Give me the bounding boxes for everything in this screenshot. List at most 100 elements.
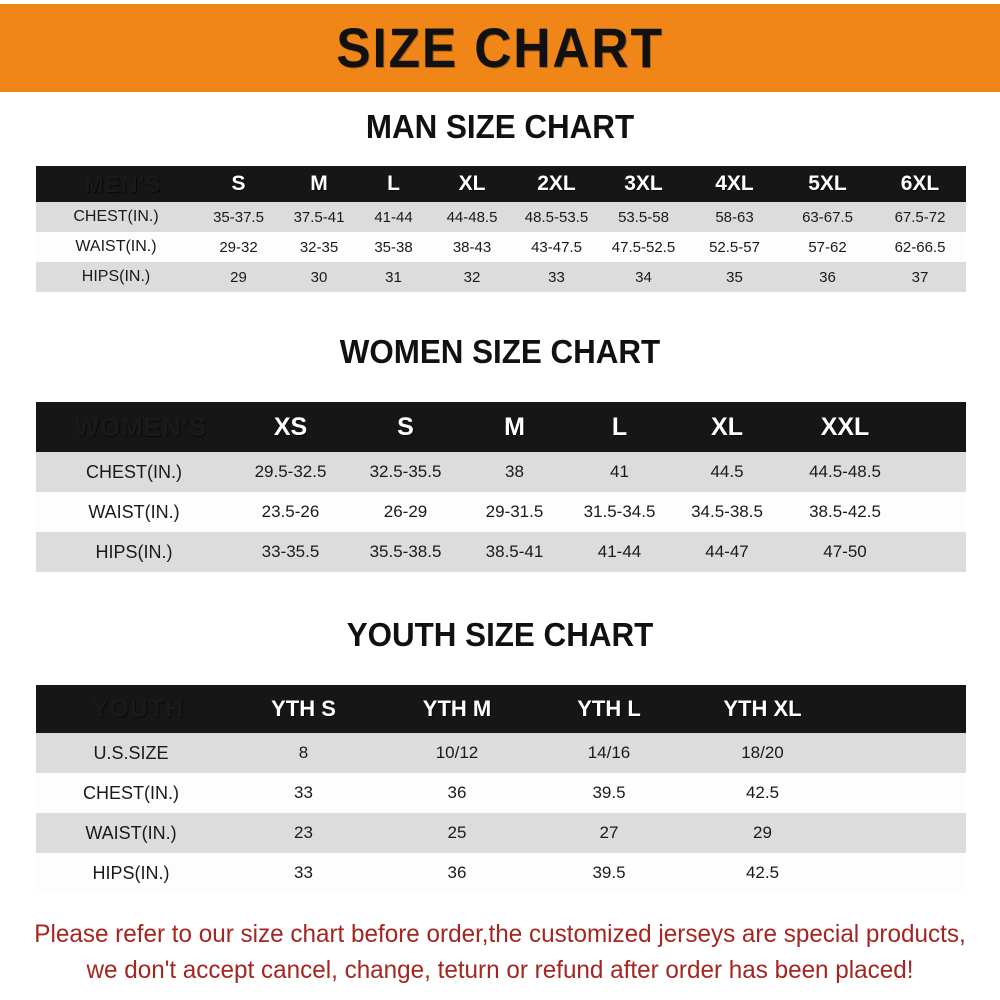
men-measurement-cell: 52.5-57 — [688, 232, 781, 262]
youth-header-label: YOUTH — [36, 685, 226, 733]
youth-empty-cell — [840, 733, 966, 773]
women-column-header: M — [462, 402, 567, 452]
youth-size-table: YOUTH YTH S YTH M YTH L YTH XL U.S.SIZE 8 10/12… — [36, 685, 966, 893]
youth-measurement-cell: 27 — [533, 813, 685, 853]
women-measurement-cell: 34.5-38.5 — [672, 492, 782, 532]
women-size-table: WOMEN'S XS S M L XL XXL CHEST(IN.) 29.5-32.5 32.5… — [36, 402, 966, 572]
table-row: CHEST(IN.) 35-37.5 37.5-41 41-44 44-48.5 48.5… — [36, 202, 966, 232]
youth-measurement-cell: 42.5 — [685, 773, 840, 813]
women-measurement-cell: 41 — [567, 452, 672, 492]
men-measurement-cell: 33 — [514, 262, 599, 292]
table-row: HIPS(IN.) 29 30 31 32 33 34 35 36 37 — [36, 262, 966, 292]
men-column-header: M — [281, 166, 357, 202]
men-measurement-cell: 47.5-52.5 — [599, 232, 688, 262]
page-banner: SIZE CHART — [0, 4, 1000, 92]
men-column-header: 2XL — [514, 166, 599, 202]
women-measurement-cell: 26-29 — [349, 492, 462, 532]
women-measurement-cell: 47-50 — [782, 532, 908, 572]
table-row: CHEST(IN.) 29.5-32.5 32.5-35.5 38 41 44.5 44.5… — [36, 452, 966, 492]
youth-measurement-cell: 10/12 — [381, 733, 533, 773]
women-column-header: XL — [672, 402, 782, 452]
men-measurement-cell: 35-38 — [357, 232, 430, 262]
youth-measurement-cell: 36 — [381, 773, 533, 813]
men-measurement-cell: 67.5-72 — [874, 202, 966, 232]
women-measurement-cell: 44-47 — [672, 532, 782, 572]
men-measurement-cell: 44-48.5 — [430, 202, 514, 232]
women-measurement-cell: 38.5-42.5 — [782, 492, 908, 532]
men-row-label: WAIST(IN.) — [36, 232, 196, 262]
women-measurement-cell: 32.5-35.5 — [349, 452, 462, 492]
men-measurement-cell: 37.5-41 — [281, 202, 357, 232]
youth-measurement-cell: 23 — [226, 813, 381, 853]
page-title: SIZE CHART — [336, 16, 664, 79]
youth-empty-cell — [840, 813, 966, 853]
men-column-header: 3XL — [599, 166, 688, 202]
men-measurement-cell: 41-44 — [357, 202, 430, 232]
men-measurement-cell: 63-67.5 — [781, 202, 874, 232]
women-column-header: XS — [232, 402, 349, 452]
men-measurement-cell: 43-47.5 — [514, 232, 599, 262]
women-measurement-cell: 38 — [462, 452, 567, 492]
women-measurement-cell: 35.5-38.5 — [349, 532, 462, 572]
table-row: WAIST(IN.) 29-32 32-35 35-38 38-43 43-47.5 47.… — [36, 232, 966, 262]
youth-measurement-cell: 29 — [685, 813, 840, 853]
youth-column-header: YTH XL — [685, 685, 840, 733]
women-measurement-cell: 38.5-41 — [462, 532, 567, 572]
youth-measurement-cell: 18/20 — [685, 733, 840, 773]
table-row: WAIST(IN.) 23.5-26 26-29 29-31.5 31.5-34.5 34… — [36, 492, 966, 532]
men-measurement-cell: 29 — [196, 262, 281, 292]
men-row-label: CHEST(IN.) — [36, 202, 196, 232]
men-section-title: MAN SIZE CHART — [365, 108, 635, 145]
footer-note-line-2: we don't accept cancel, change, teturn o… — [86, 956, 914, 984]
women-measurement-cell: 31.5-34.5 — [567, 492, 672, 532]
women-measurement-cell: 29-31.5 — [462, 492, 567, 532]
youth-row-label: HIPS(IN.) — [36, 853, 226, 893]
men-size-table: MEN'S S M L XL 2XL 3XL 4XL 5XL 6XL CHEST(IN.) 35-37… — [36, 166, 966, 292]
men-measurement-cell: 36 — [781, 262, 874, 292]
men-header-label: MEN'S — [36, 166, 196, 202]
men-measurement-cell: 35-37.5 — [196, 202, 281, 232]
men-column-header: 4XL — [688, 166, 781, 202]
men-column-header: S — [196, 166, 281, 202]
footer-note-line-1: Please refer to our size chart before or… — [34, 920, 966, 948]
youth-section-title: YOUTH SIZE CHART — [346, 616, 654, 653]
women-row-label: CHEST(IN.) — [36, 452, 232, 492]
women-measurement-cell: 41-44 — [567, 532, 672, 572]
women-measurement-cell: 33-35.5 — [232, 532, 349, 572]
women-measurement-cell: 29.5-32.5 — [232, 452, 349, 492]
women-header-label: WOMEN'S — [36, 402, 232, 452]
women-empty-cell — [908, 452, 966, 492]
youth-row-label: WAIST(IN.) — [36, 813, 226, 853]
men-measurement-cell: 31 — [357, 262, 430, 292]
table-row: WAIST(IN.) 23 25 27 29 — [36, 813, 966, 853]
women-table-header-row: WOMEN'S XS S M L XL XXL — [36, 402, 966, 452]
youth-row-label: CHEST(IN.) — [36, 773, 226, 813]
youth-empty-cell — [840, 853, 966, 893]
youth-header-spacer — [840, 685, 966, 733]
men-measurement-cell: 38-43 — [430, 232, 514, 262]
men-measurement-cell: 30 — [281, 262, 357, 292]
youth-measurement-cell: 42.5 — [685, 853, 840, 893]
table-row: CHEST(IN.) 33 36 39.5 42.5 — [36, 773, 966, 813]
men-measurement-cell: 34 — [599, 262, 688, 292]
women-measurement-cell: 23.5-26 — [232, 492, 349, 532]
men-measurement-cell: 62-66.5 — [874, 232, 966, 262]
men-column-header: L — [357, 166, 430, 202]
men-column-header: 5XL — [781, 166, 874, 202]
women-empty-cell — [908, 492, 966, 532]
youth-measurement-cell: 8 — [226, 733, 381, 773]
men-measurement-cell: 32-35 — [281, 232, 357, 262]
youth-measurement-cell: 39.5 — [533, 853, 685, 893]
men-measurement-cell: 48.5-53.5 — [514, 202, 599, 232]
men-measurement-cell: 35 — [688, 262, 781, 292]
women-measurement-cell: 44.5 — [672, 452, 782, 492]
youth-row-label: U.S.SIZE — [36, 733, 226, 773]
women-section-title: WOMEN SIZE CHART — [339, 333, 661, 370]
women-column-header: L — [567, 402, 672, 452]
youth-table-header-row: YOUTH YTH S YTH M YTH L YTH XL — [36, 685, 966, 733]
men-measurement-cell: 58-63 — [688, 202, 781, 232]
women-measurement-cell: 44.5-48.5 — [782, 452, 908, 492]
youth-measurement-cell: 36 — [381, 853, 533, 893]
youth-measurement-cell: 39.5 — [533, 773, 685, 813]
